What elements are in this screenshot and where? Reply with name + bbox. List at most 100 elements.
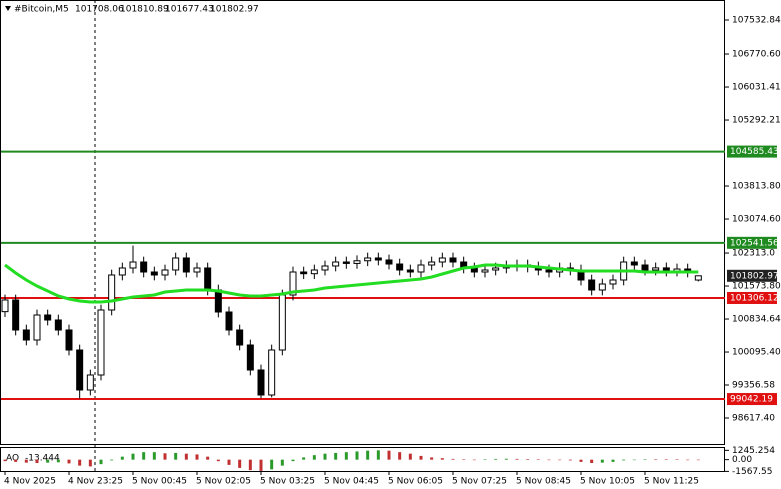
candle-body bbox=[609, 279, 617, 285]
candle-body bbox=[129, 261, 137, 269]
ao-bar bbox=[78, 459, 82, 466]
menu-arrow bbox=[5, 6, 11, 11]
ao-bar bbox=[526, 459, 530, 460]
ao-bar bbox=[280, 459, 284, 466]
candle-body bbox=[1, 299, 9, 313]
candle-body bbox=[182, 257, 190, 273]
candle-body bbox=[278, 294, 286, 351]
ao-bar bbox=[56, 459, 60, 463]
candle-body bbox=[374, 257, 382, 261]
ao-bar bbox=[248, 459, 252, 471]
ao-bar bbox=[622, 459, 626, 461]
price-label: 101802.97 bbox=[730, 271, 779, 281]
ao-y-tick-label: 0.00 bbox=[732, 455, 752, 465]
candle-body bbox=[118, 267, 126, 276]
ao-bar bbox=[120, 456, 124, 460]
ao-name: AO bbox=[6, 454, 19, 464]
ao-bar bbox=[323, 453, 327, 460]
candle-body bbox=[214, 289, 222, 313]
candle-body bbox=[65, 329, 73, 351]
ao-bar bbox=[515, 458, 519, 460]
candle-body bbox=[150, 271, 158, 276]
candle-body bbox=[652, 267, 660, 271]
ao-bar bbox=[67, 459, 71, 464]
y-tick-label: 101573.80 bbox=[732, 282, 781, 292]
ao-bar bbox=[632, 459, 636, 461]
ao-bar bbox=[206, 456, 210, 460]
candle-body bbox=[481, 269, 489, 273]
candle-body bbox=[257, 369, 265, 396]
candle-body bbox=[588, 279, 596, 291]
ao-bar bbox=[131, 453, 135, 460]
x-tick-label: 5 Nov 03:25 bbox=[260, 477, 315, 487]
ao-bar bbox=[142, 452, 146, 460]
x-tick-label: 5 Nov 08:45 bbox=[516, 477, 571, 487]
ao-bar bbox=[654, 459, 658, 460]
candle-body bbox=[172, 257, 180, 271]
moving-average bbox=[4, 263, 699, 304]
ohlc-low: 101677.43 bbox=[165, 5, 214, 15]
y-tick-label: 99356.58 bbox=[732, 381, 775, 391]
ao-frame bbox=[0, 447, 725, 472]
ao-bar bbox=[387, 450, 391, 460]
ao-bar bbox=[152, 452, 156, 460]
ao-bar bbox=[110, 459, 114, 461]
candle-body bbox=[396, 263, 404, 271]
ao-bar bbox=[88, 459, 92, 467]
ao-bar bbox=[376, 450, 380, 460]
ao-bar bbox=[366, 450, 370, 460]
ao-bar bbox=[590, 459, 594, 464]
price-box bbox=[727, 269, 777, 282]
candle-body bbox=[449, 257, 457, 263]
candle-body bbox=[438, 257, 446, 263]
candle-body bbox=[353, 260, 361, 264]
candle-body bbox=[694, 275, 702, 281]
candle-body bbox=[44, 314, 52, 321]
ao-bar bbox=[472, 459, 476, 461]
level-label: 99042.19 bbox=[730, 395, 773, 405]
candle-body bbox=[332, 261, 340, 267]
y-tick-label: 98617.40 bbox=[732, 414, 775, 424]
ohlc-high: 101810.89 bbox=[120, 5, 169, 15]
ohlc-open: 101708.06 bbox=[75, 5, 124, 15]
ao-bar bbox=[451, 458, 455, 460]
level-label: 102541.56 bbox=[730, 238, 779, 248]
ao-bar bbox=[195, 454, 199, 460]
ao-bar bbox=[3, 459, 7, 462]
candle-body bbox=[161, 269, 169, 276]
ao-bar bbox=[504, 458, 508, 460]
ao-bar bbox=[302, 457, 306, 460]
candle-body bbox=[428, 261, 436, 266]
ao-bar bbox=[686, 459, 690, 461]
ao-bar bbox=[419, 455, 423, 460]
x-tick-label: 5 Nov 04:45 bbox=[324, 477, 379, 487]
ao-bar bbox=[35, 459, 39, 464]
ao-bar bbox=[46, 459, 50, 463]
candle-body bbox=[204, 267, 212, 291]
candle-body bbox=[22, 329, 30, 341]
level-label-box bbox=[727, 145, 777, 158]
candle-body bbox=[406, 269, 414, 273]
x-tick-label: 4 Nov 23:25 bbox=[68, 477, 123, 487]
candle-body bbox=[289, 271, 297, 296]
ao-bar bbox=[334, 452, 338, 460]
candle-body bbox=[86, 374, 94, 391]
y-tick-label: 106770.60 bbox=[732, 50, 781, 60]
candle-body bbox=[140, 261, 148, 273]
candle-body bbox=[268, 349, 276, 396]
ao-bar bbox=[344, 452, 348, 460]
candle-body bbox=[641, 264, 649, 271]
level-label-box bbox=[727, 236, 777, 249]
y-tick-label: 106031.41 bbox=[732, 83, 781, 93]
ao-bar bbox=[600, 459, 604, 463]
ao-bar bbox=[696, 459, 700, 461]
ao-bar bbox=[270, 459, 274, 470]
ao-bar bbox=[227, 459, 231, 465]
candle-body bbox=[225, 311, 233, 331]
ao-bar bbox=[24, 459, 28, 463]
ao-bar bbox=[675, 459, 679, 461]
candle-body bbox=[108, 274, 116, 311]
ao-bar bbox=[579, 459, 583, 462]
level-label: 101306.12 bbox=[730, 293, 779, 303]
